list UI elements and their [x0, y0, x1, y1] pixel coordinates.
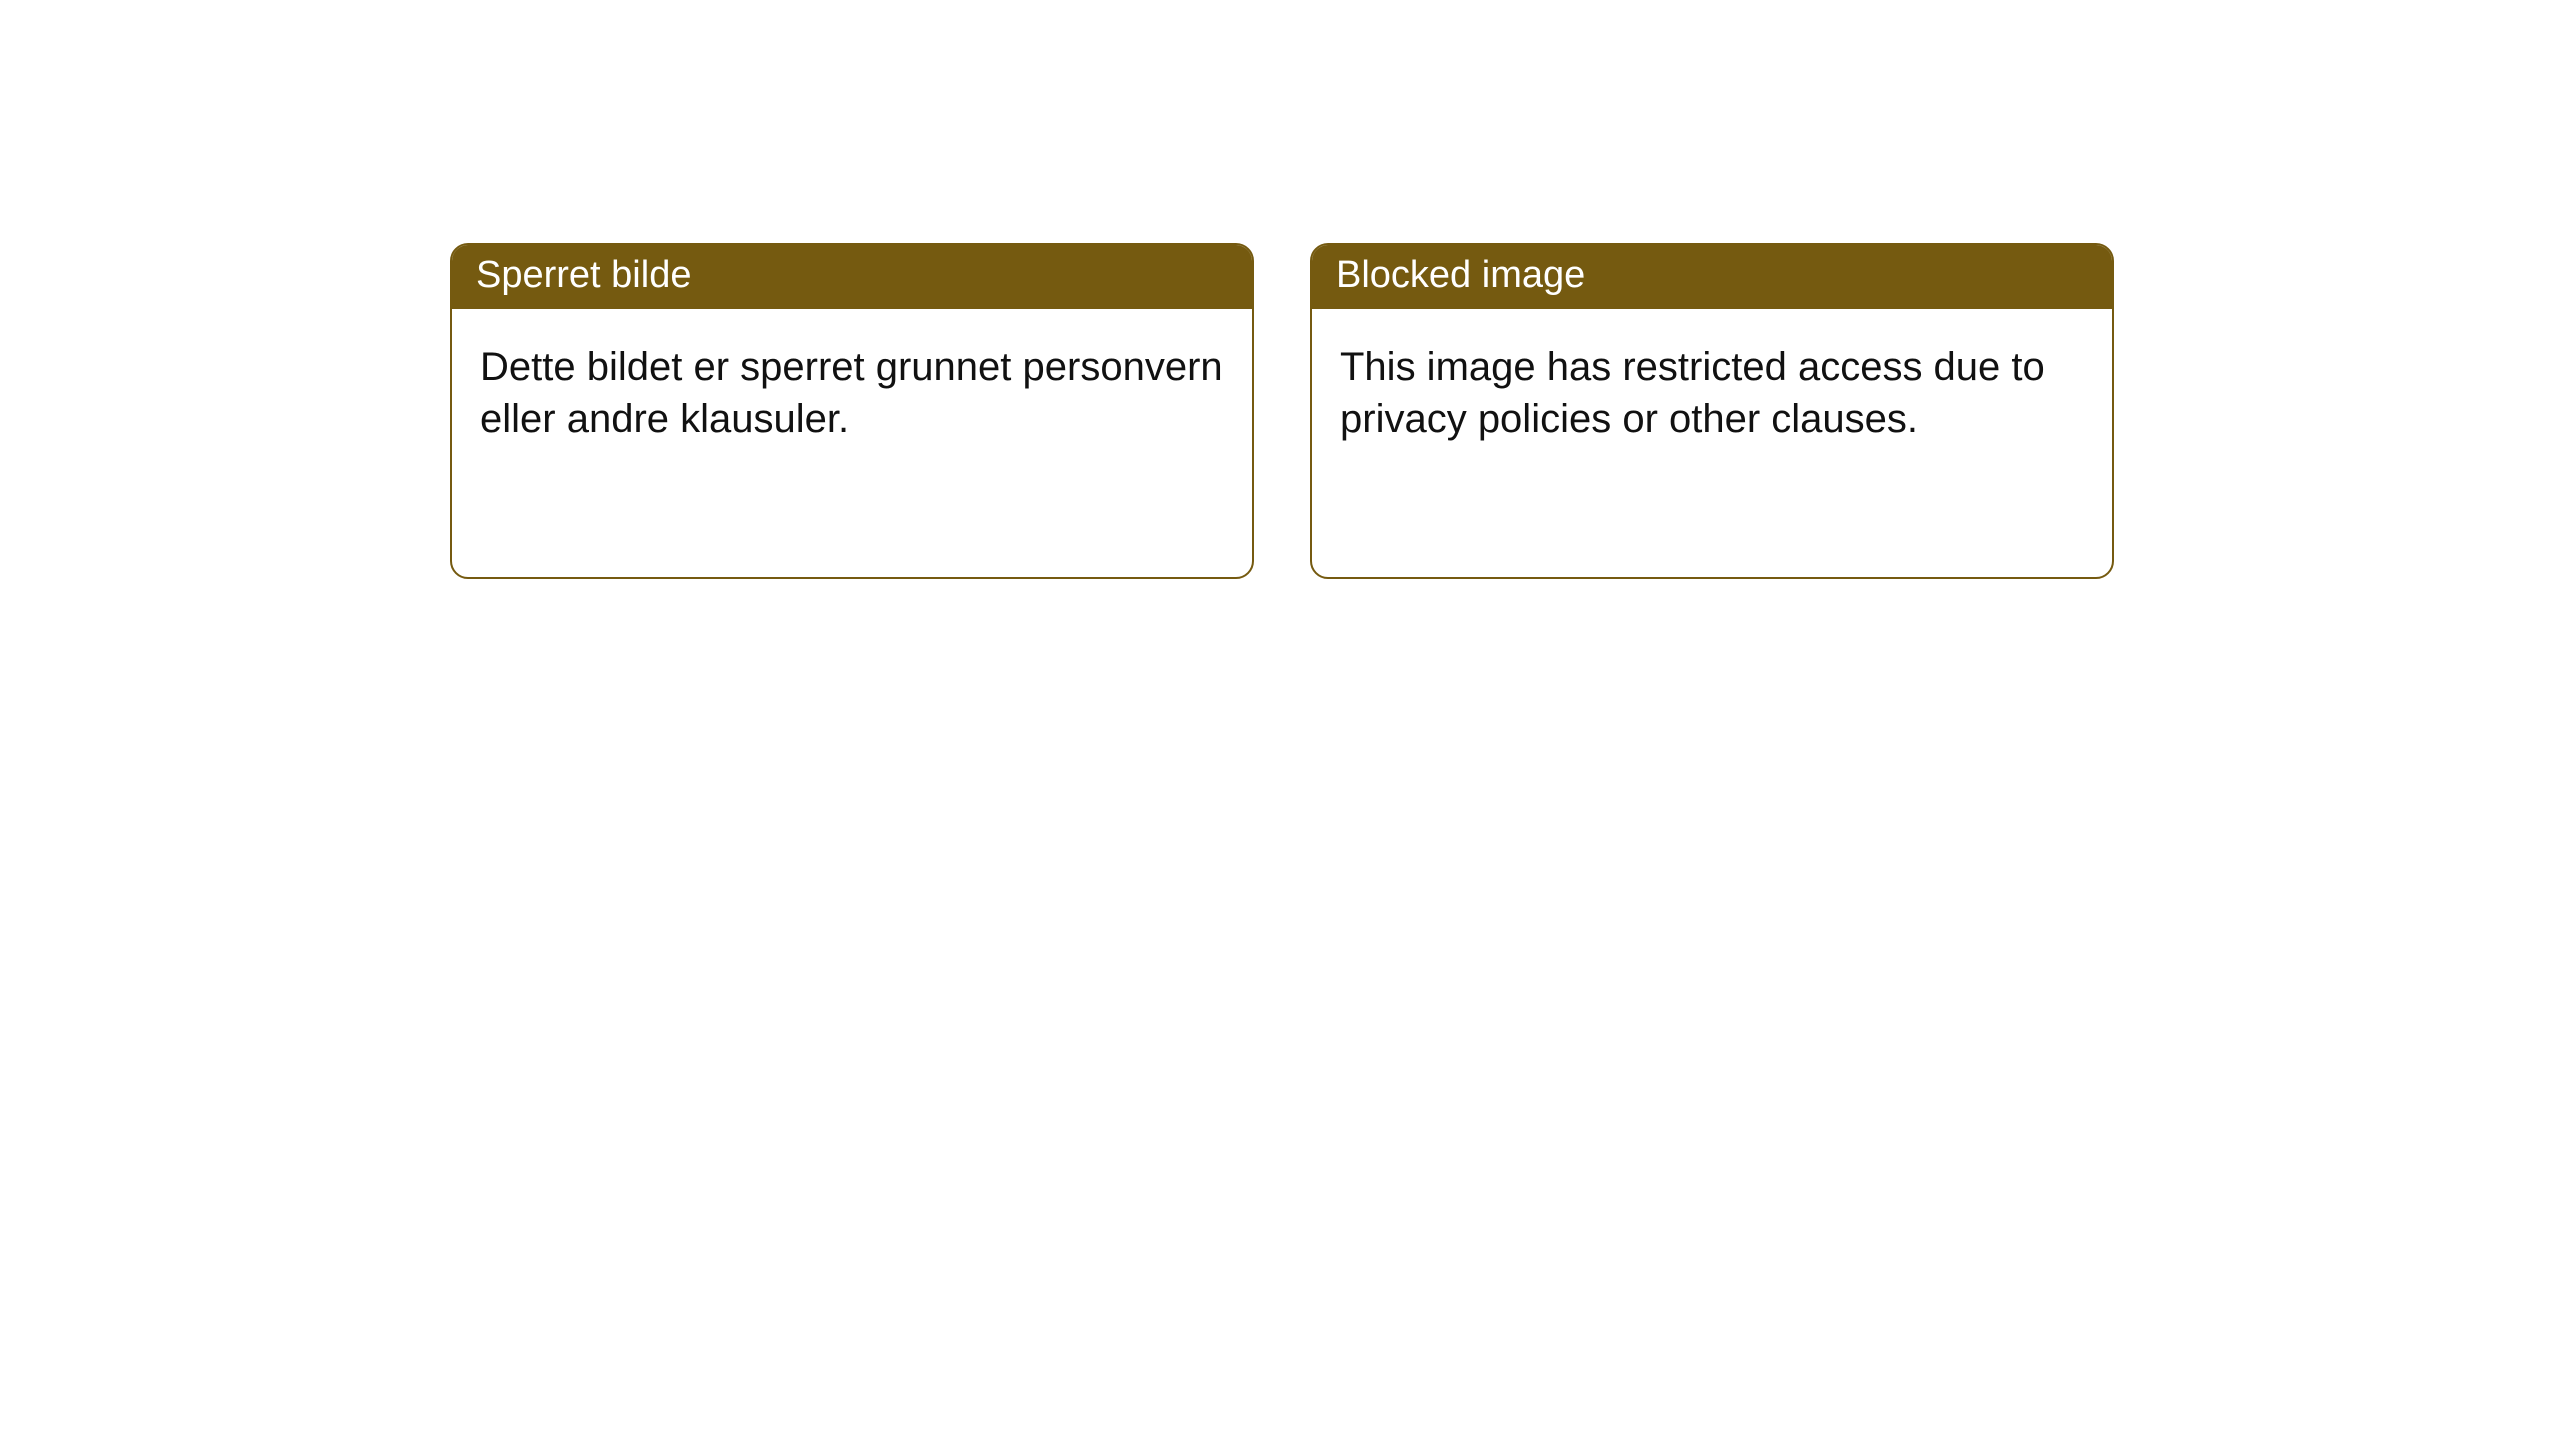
card-body: This image has restricted access due to … [1312, 309, 2112, 473]
blocked-image-card-en: Blocked image This image has restricted … [1310, 243, 2114, 579]
cards-container: Sperret bilde Dette bildet er sperret gr… [0, 0, 2560, 579]
blocked-image-card-no: Sperret bilde Dette bildet er sperret gr… [450, 243, 1254, 579]
card-body: Dette bildet er sperret grunnet personve… [452, 309, 1252, 473]
card-header: Sperret bilde [452, 245, 1252, 309]
card-header: Blocked image [1312, 245, 2112, 309]
